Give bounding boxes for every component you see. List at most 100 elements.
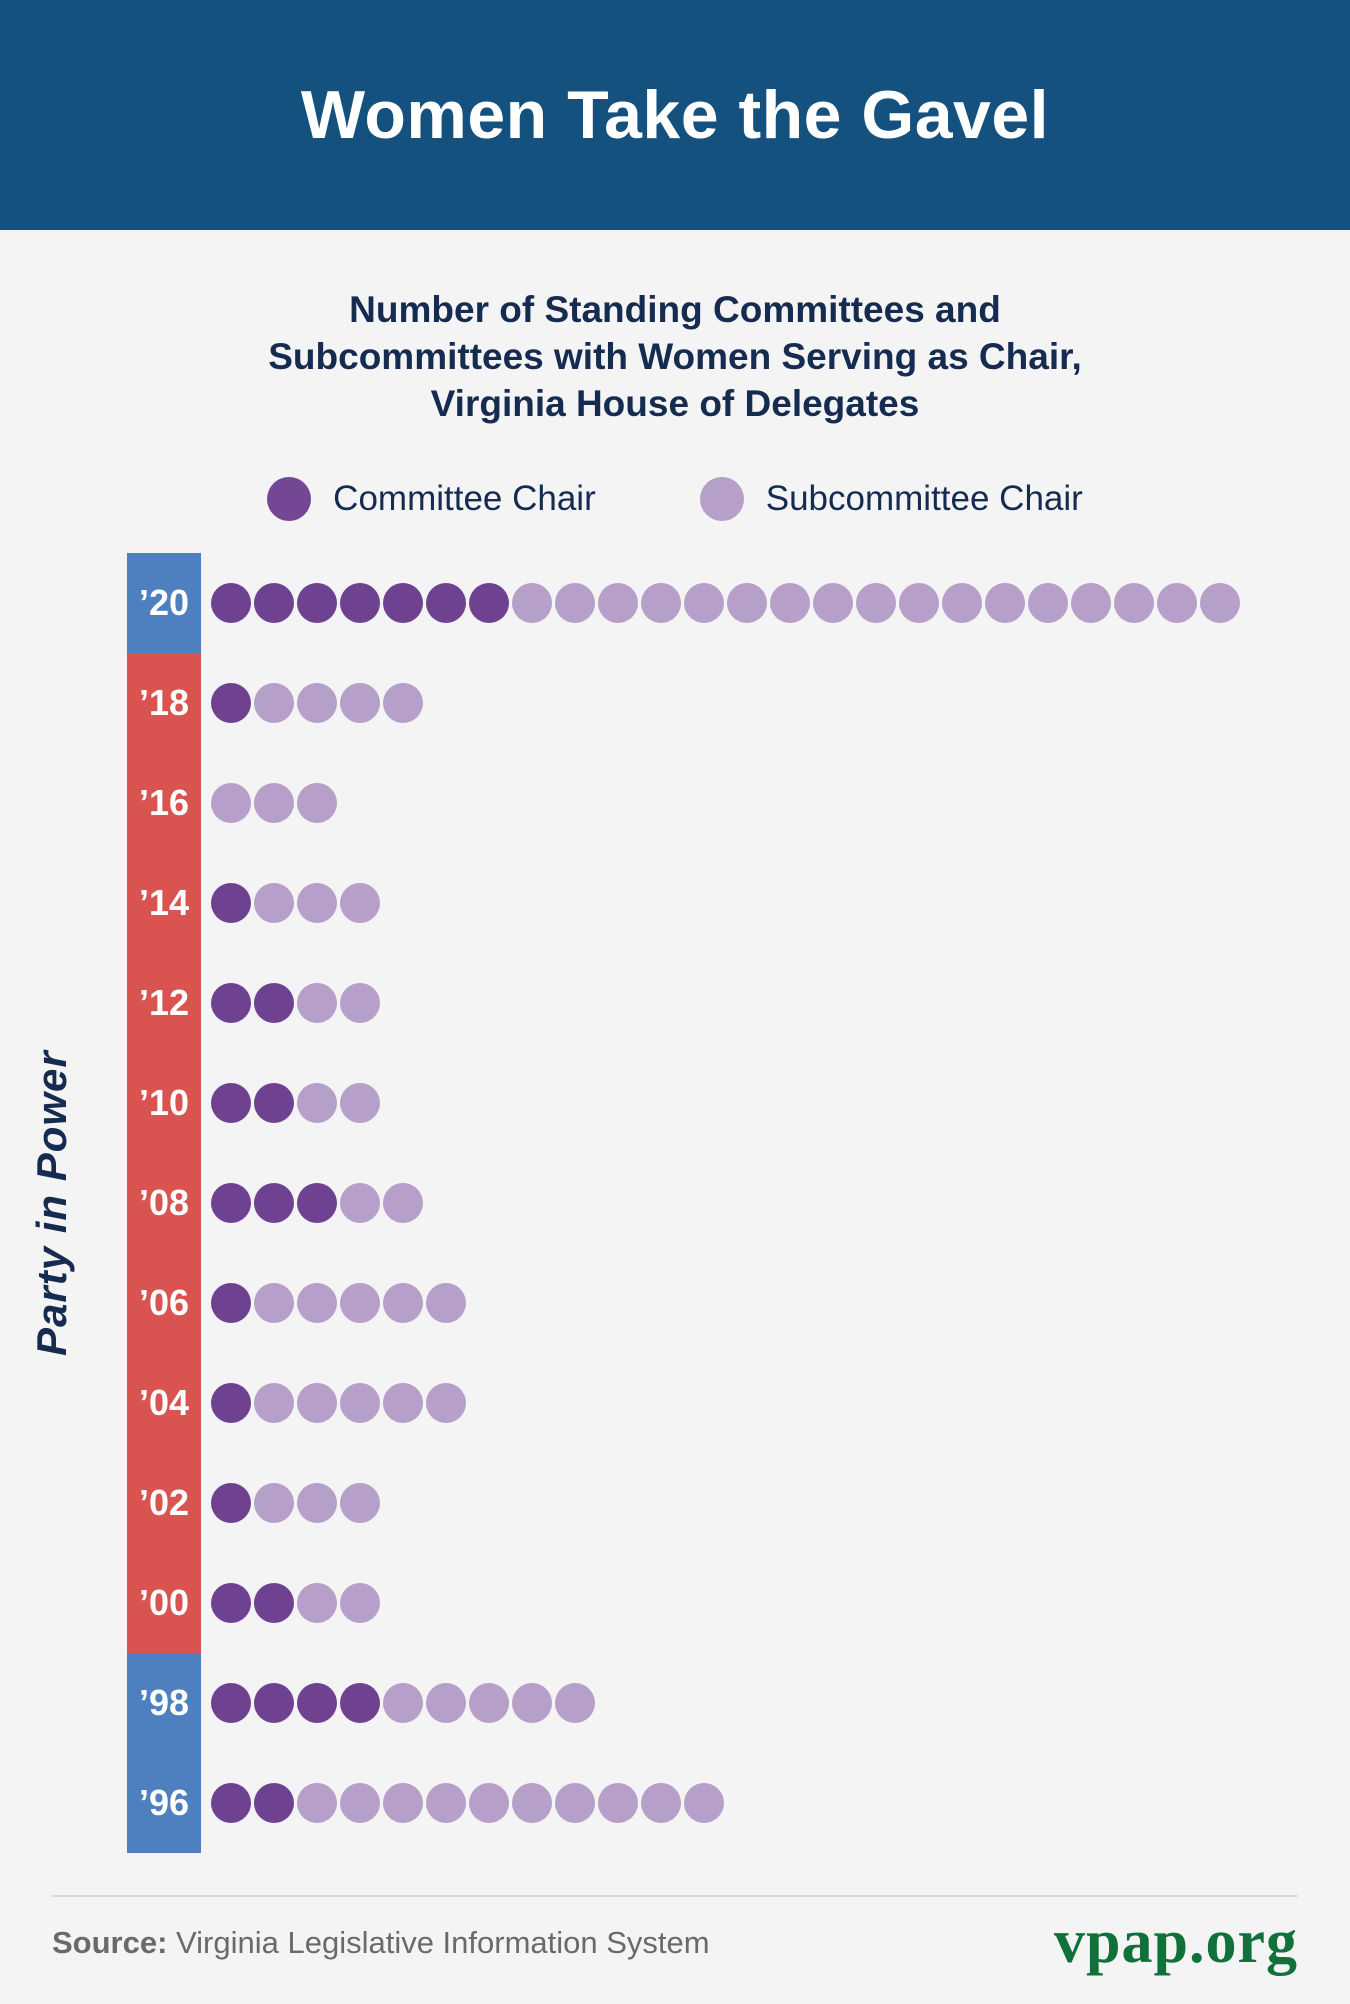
subcommittee-chair-dot <box>469 1683 509 1723</box>
party-band-cell: ’10 <box>127 1053 201 1153</box>
subcommittee-chair-dot <box>297 1083 337 1123</box>
dot-group <box>211 783 337 823</box>
committee-chair-dot <box>211 1683 251 1723</box>
dot-group <box>211 683 423 723</box>
party-band-cell: ’06 <box>127 1253 201 1353</box>
party-band-cell: ’16 <box>127 753 201 853</box>
source-credit: Source: Virginia Legislative Information… <box>52 1925 710 1961</box>
subcommittee-chair-dot <box>211 783 251 823</box>
subcommittee-chair-dot <box>297 1783 337 1823</box>
chart-row: ’16 <box>0 753 1350 853</box>
committee-chair-dot <box>297 583 337 623</box>
legend-item-committee: Committee Chair <box>267 477 596 521</box>
party-band-cell: ’14 <box>127 853 201 953</box>
committee-chair-dot <box>211 1383 251 1423</box>
chart-row: ’10 <box>0 1053 1350 1153</box>
subcommittee-chair-dot <box>340 1083 380 1123</box>
subcommittee-chair-dot <box>340 1583 380 1623</box>
legend-label-committee: Committee Chair <box>333 479 596 518</box>
committee-chair-dot <box>426 583 466 623</box>
dot-group <box>211 1783 724 1823</box>
year-label: ’08 <box>138 1182 190 1223</box>
subcommittee-chair-dot <box>297 1383 337 1423</box>
committee-chair-dot <box>211 983 251 1023</box>
party-band-cell: ’02 <box>127 1453 201 1553</box>
committee-chair-dot <box>211 683 251 723</box>
committee-chair-dot <box>469 583 509 623</box>
committee-chair-dot <box>254 1183 294 1223</box>
subcommittee-chair-dot <box>254 783 294 823</box>
year-label: ’10 <box>138 1082 190 1123</box>
subcommittee-chair-dot <box>899 583 939 623</box>
chart-row: ’06 <box>0 1253 1350 1353</box>
subcommittee-chair-dot <box>383 1683 423 1723</box>
subcommittee-chair-dot <box>340 683 380 723</box>
chart-row: ’20 <box>0 553 1350 653</box>
subcommittee-chair-dot <box>598 1783 638 1823</box>
year-label: ’02 <box>138 1482 190 1523</box>
chart-row: ’04 <box>0 1353 1350 1453</box>
party-band-cell: ’12 <box>127 953 201 1053</box>
subcommittee-chair-dot <box>942 583 982 623</box>
dot-group <box>211 1383 466 1423</box>
year-label: ’18 <box>138 682 190 723</box>
subcommittee-chair-dot <box>555 1783 595 1823</box>
legend-item-subcommittee: Subcommittee Chair <box>699 477 1083 521</box>
vpap-logo[interactable]: vpap.org <box>1054 1908 1298 1976</box>
subcommittee-chair-dot <box>598 583 638 623</box>
subcommittee-chair-dot <box>856 583 896 623</box>
dot-matrix-chart: Party in Power ’20 ’18 ’16 ’14 ’12 ’10 ’08 ’06 ’… <box>0 553 1350 1853</box>
subcommittee-chair-dot <box>383 683 423 723</box>
subtitle-line-1: Number of Standing Committees and <box>349 289 1001 330</box>
year-label: ’04 <box>138 1382 190 1423</box>
committee-chair-dot <box>254 583 294 623</box>
subcommittee-chair-dot <box>426 1383 466 1423</box>
party-band-cell: ’04 <box>127 1353 201 1453</box>
subcommittee-chair-dot <box>340 883 380 923</box>
committee-chair-dot <box>297 1183 337 1223</box>
source-text: Virginia Legislative Information System <box>167 1924 710 1960</box>
year-label: ’16 <box>138 782 190 823</box>
dot-group <box>211 1183 423 1223</box>
subcommittee-chair-dot <box>469 1783 509 1823</box>
subcommittee-chair-dot <box>641 1783 681 1823</box>
subcommittee-chair-dot <box>383 1783 423 1823</box>
year-label: ’00 <box>138 1582 190 1623</box>
subcommittee-chair-dot <box>512 583 552 623</box>
subcommittee-chair-dot <box>254 883 294 923</box>
dot-group <box>211 1683 595 1723</box>
dot-group <box>211 883 380 923</box>
subcommittee-chair-dot <box>770 583 810 623</box>
subcommittee-chair-dot <box>426 1783 466 1823</box>
subcommittee-chair-dot <box>1071 583 1111 623</box>
y-axis-label: Party in Power <box>28 1050 75 1356</box>
subcommittee-chair-dot <box>297 783 337 823</box>
subcommittee-chair-dot <box>1157 583 1197 623</box>
committee-chair-dot <box>211 1783 251 1823</box>
committee-chair-dot <box>211 1283 251 1323</box>
subtitle-line-2: Subcommittees with Women Serving as Chai… <box>268 336 1082 377</box>
subcommittee-chair-swatch-icon <box>699 477 744 521</box>
subcommittee-chair-dot <box>297 683 337 723</box>
subcommittee-chair-dot <box>254 1283 294 1323</box>
chart-row: ’98 <box>0 1653 1350 1753</box>
chart-row: ’96 <box>0 1753 1350 1853</box>
subcommittee-chair-dot <box>426 1683 466 1723</box>
chart-row: ’02 <box>0 1453 1350 1553</box>
subcommittee-chair-dot <box>340 1783 380 1823</box>
dot-group <box>211 1583 380 1623</box>
committee-chair-swatch-icon <box>267 477 312 521</box>
committee-chair-dot <box>297 1683 337 1723</box>
committee-chair-dot <box>340 583 380 623</box>
subcommittee-chair-dot <box>297 1483 337 1523</box>
chart-row: ’14 <box>0 853 1350 953</box>
chart-row: ’18 <box>0 653 1350 753</box>
subcommittee-chair-dot <box>813 583 853 623</box>
year-label: ’14 <box>138 882 190 923</box>
subcommittee-chair-dot <box>426 1283 466 1323</box>
subcommittee-chair-dot <box>512 1783 552 1823</box>
dot-group <box>211 583 1240 623</box>
party-band-cell: ’18 <box>127 653 201 753</box>
subcommittee-chair-dot <box>383 1383 423 1423</box>
subcommittee-chair-dot <box>297 1283 337 1323</box>
